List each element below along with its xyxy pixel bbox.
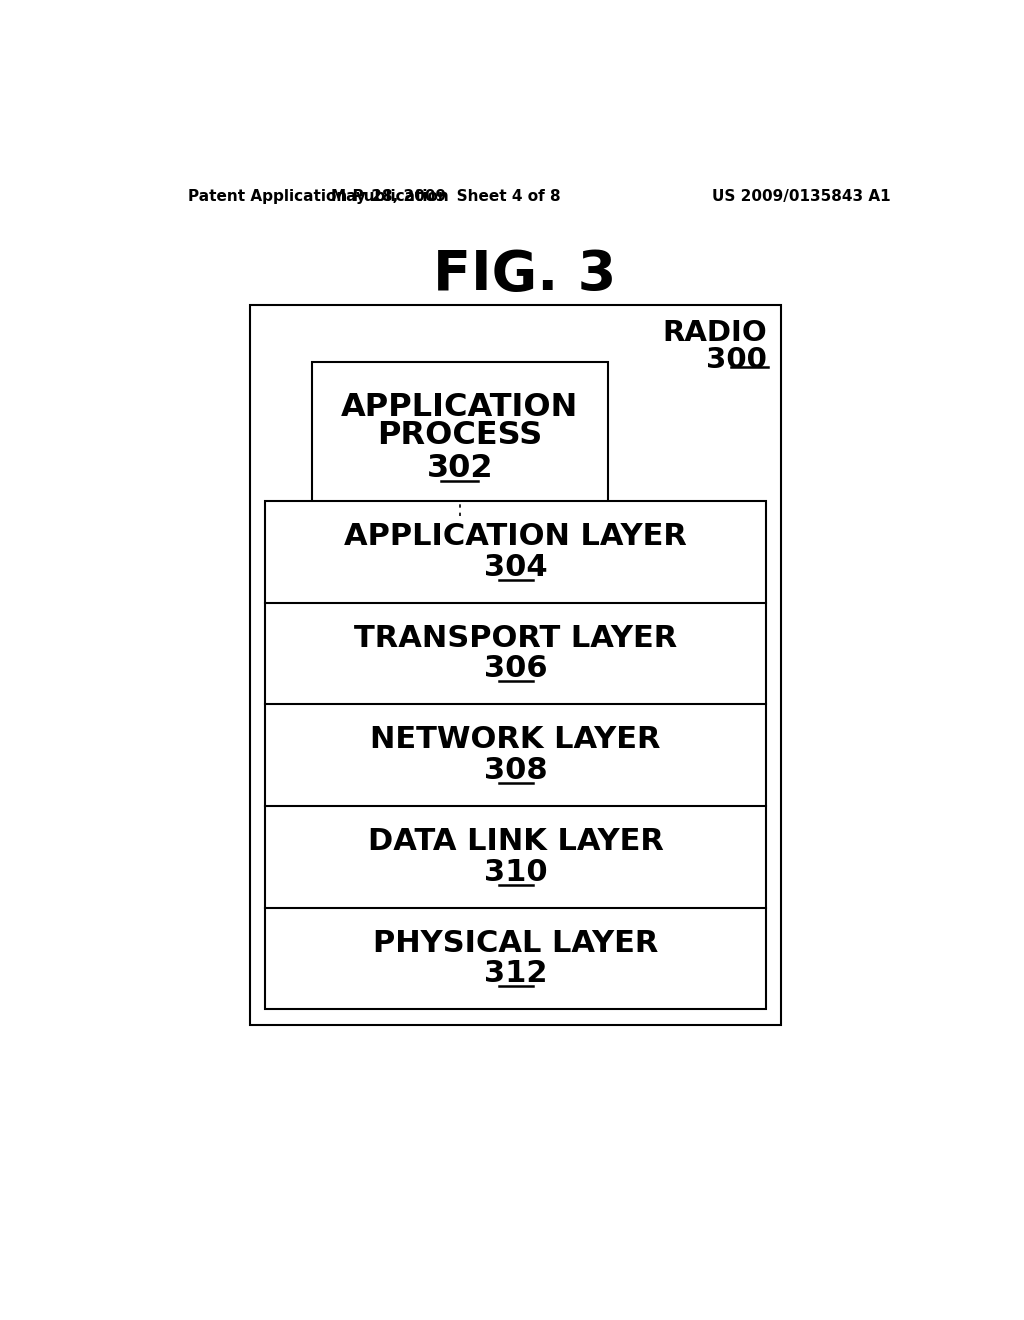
Text: 302: 302 [426, 453, 493, 484]
Bar [311, 363, 608, 516]
Text: 304: 304 [483, 553, 548, 582]
Text: DATA LINK LAYER: DATA LINK LAYER [368, 826, 664, 855]
Text: NETWORK LAYER: NETWORK LAYER [371, 725, 660, 754]
Text: RADIO: RADIO [663, 318, 767, 347]
Text: 312: 312 [483, 960, 547, 989]
Bar [265, 502, 766, 1010]
Text: US 2009/0135843 A1: US 2009/0135843 A1 [712, 189, 891, 205]
Text: 310: 310 [483, 858, 548, 887]
Text: PROCESS: PROCESS [377, 420, 543, 451]
Text: 300: 300 [707, 346, 767, 375]
Text: 306: 306 [483, 655, 548, 684]
Text: PHYSICAL LAYER: PHYSICAL LAYER [373, 928, 658, 957]
Text: Patent Application Publication: Patent Application Publication [188, 189, 450, 205]
Text: APPLICATION LAYER: APPLICATION LAYER [344, 521, 687, 550]
Bar [250, 305, 781, 1024]
Text: TRANSPORT LAYER: TRANSPORT LAYER [354, 623, 677, 652]
Text: May 28, 2009  Sheet 4 of 8: May 28, 2009 Sheet 4 of 8 [332, 189, 561, 205]
Text: FIG. 3: FIG. 3 [433, 248, 616, 302]
Text: APPLICATION: APPLICATION [341, 392, 579, 422]
Text: 308: 308 [483, 756, 548, 785]
